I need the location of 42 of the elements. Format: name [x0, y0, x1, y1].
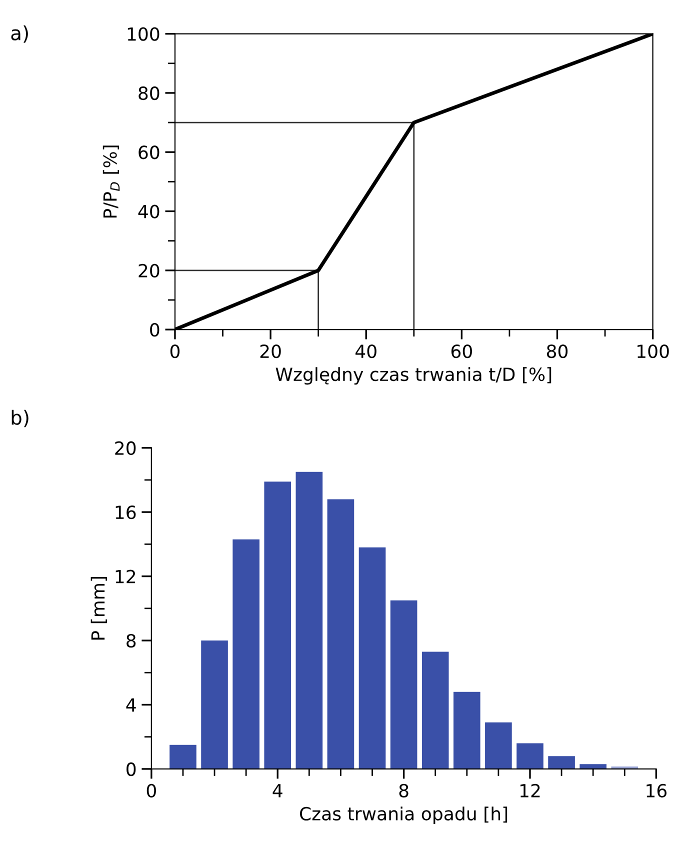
x-tick-label: 60: [451, 344, 472, 358]
x-tick-label: 8: [399, 784, 408, 798]
bar: [580, 764, 606, 769]
y-tick-label: 16: [116, 506, 136, 520]
bar: [327, 499, 354, 769]
bar: [296, 472, 323, 769]
x-tick-label: 16: [646, 784, 667, 798]
bar: [516, 743, 544, 769]
bar: [170, 744, 196, 769]
y-axis-title: P [mm]: [90, 577, 107, 640]
y-tick-label: 60: [138, 146, 160, 160]
x-axis-title: Czas trwania opadu [h]: [300, 806, 508, 824]
y-tick-label: 40: [138, 204, 160, 218]
y-tick-label: 0: [126, 762, 136, 776]
x-tick-label: 40: [356, 344, 376, 358]
y-tick-label: 12: [116, 570, 136, 584]
bar: [453, 692, 480, 769]
y-tick-label: 100: [128, 27, 160, 41]
y-tick-label: 4: [126, 698, 136, 712]
x-axis-title: Względny czas trwania t/D [%]: [276, 367, 552, 385]
y-tick-label: 8: [126, 634, 136, 648]
bar: [232, 539, 260, 769]
bar: [201, 640, 228, 769]
chart-title: b): [12, 410, 28, 428]
x-tick-label: 80: [546, 344, 568, 358]
bar: [390, 600, 418, 769]
x-tick-label: 100: [638, 344, 669, 358]
bar: [422, 652, 449, 769]
y-tick-label: 80: [138, 86, 160, 100]
y-tick-label: 0: [150, 323, 160, 337]
bar: [548, 756, 575, 769]
y-tick-label: 20: [115, 441, 136, 455]
bar: [358, 547, 386, 769]
bar: [485, 722, 512, 769]
x-tick-label: 0: [170, 344, 180, 358]
x-tick-label: 4: [272, 784, 282, 798]
y-tick-label: 20: [138, 264, 160, 278]
bar: [264, 482, 292, 769]
chart-title: a): [11, 25, 28, 43]
x-tick-label: 12: [520, 784, 540, 798]
y-axis-title: P/P$_{D}$ [%]: [102, 146, 120, 218]
x-tick-label: 20: [260, 344, 281, 358]
